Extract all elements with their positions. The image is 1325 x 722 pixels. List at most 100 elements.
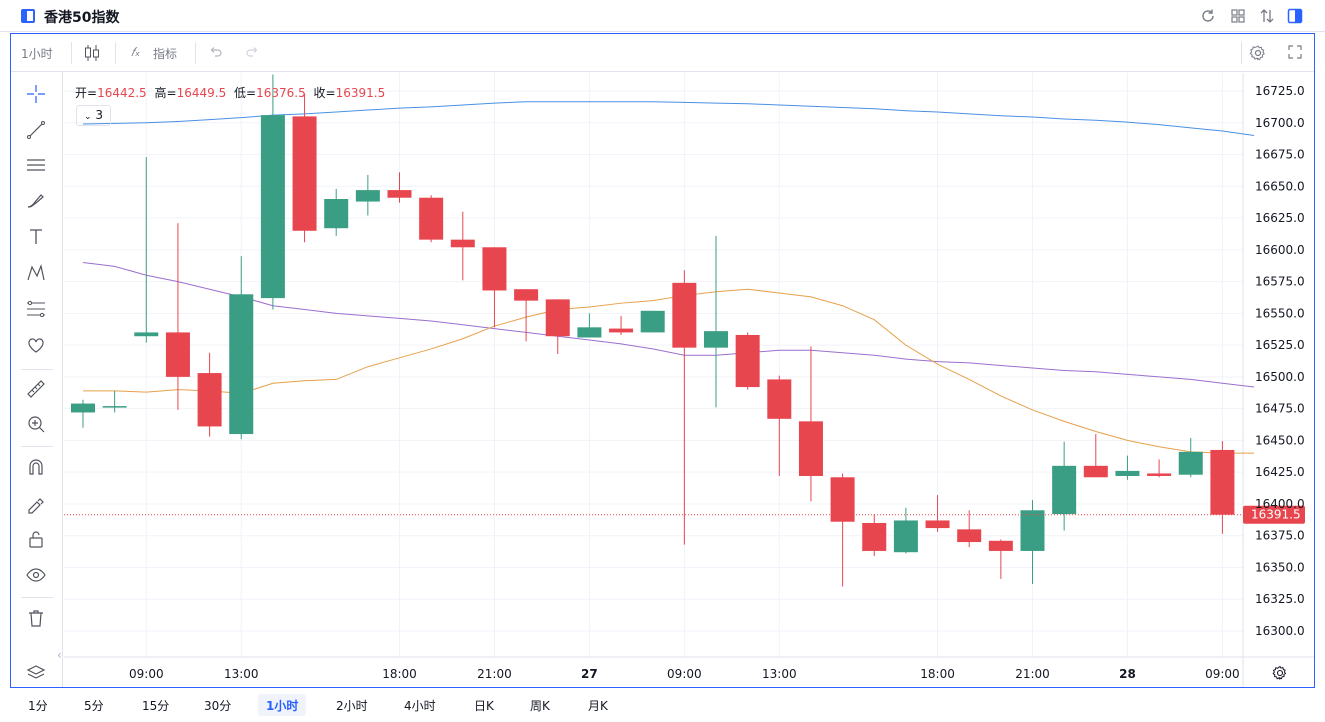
candle-body: [704, 331, 728, 348]
open-value: 16442.5: [97, 86, 147, 100]
timeframe-bar: 1分 5分 15分 30分 1小时 2小时 4小时 日K 周K 月K: [10, 690, 1315, 718]
toolbar-divider: [1241, 42, 1242, 64]
eye-visibility-icon[interactable]: [25, 564, 47, 586]
timeframe-1h[interactable]: 1小时: [258, 694, 307, 716]
x-tick-label: 28: [1119, 667, 1136, 681]
toolbar-divider: [71, 42, 72, 64]
time-axis-settings-icon[interactable]: [1272, 665, 1287, 680]
refresh-icon[interactable]: [1199, 7, 1217, 25]
candle-body: [1147, 473, 1172, 476]
timeframe-1m[interactable]: 1分: [28, 699, 48, 713]
undo-icon[interactable]: [209, 45, 223, 62]
timeframe-day[interactable]: 日K: [474, 699, 494, 713]
indicator-fx-icon[interactable]: 𝑓ₓ: [131, 45, 141, 59]
sidebar-toggle-icon[interactable]: [21, 9, 35, 23]
y-tick-label: 16625.0: [1255, 211, 1305, 225]
indicator-collapse-button[interactable]: ⌄ 3: [76, 105, 111, 126]
close-value: 16391.5: [335, 86, 386, 100]
y-tick-label: 16700.0: [1255, 116, 1305, 130]
y-tick-label: 16650.0: [1255, 179, 1305, 193]
sidebar-divider: [21, 597, 53, 598]
candle-body: [165, 332, 190, 377]
moving-average-line: [82, 101, 1255, 136]
high-label: 高=: [154, 86, 177, 100]
trash-icon[interactable]: [25, 607, 47, 629]
x-tick-label: 18:00: [382, 667, 417, 681]
moving-average-line: [82, 262, 1255, 388]
zoom-in-icon[interactable]: [25, 413, 47, 435]
timeframe-5m[interactable]: 5分: [84, 699, 104, 713]
settings-gear-icon[interactable]: [1249, 44, 1267, 65]
heart-favorite-icon[interactable]: [25, 334, 47, 356]
layout-grid-icon[interactable]: [1229, 7, 1247, 25]
fullscreen-icon[interactable]: [1287, 44, 1303, 63]
candle-body: [672, 282, 697, 348]
candle-body: [798, 421, 823, 476]
y-tick-label: 16350.0: [1255, 560, 1305, 574]
candlestick-type-icon[interactable]: [83, 42, 101, 67]
toolbar-divider: [195, 42, 196, 64]
interval-selector[interactable]: 1小时: [21, 47, 53, 61]
price-chart[interactable]: 16391.5 16725.0 16700.0 16675.0 16650.0 16625…: [11, 34, 1314, 687]
candle-body: [735, 334, 760, 388]
timeframe-30m[interactable]: 30分: [204, 699, 232, 713]
y-tick-label: 16575.0: [1255, 275, 1305, 289]
text-tool-icon[interactable]: [25, 226, 47, 248]
y-tick-label: 16450.0: [1255, 433, 1305, 447]
ruler-icon[interactable]: [25, 378, 47, 400]
candle-body: [957, 529, 982, 543]
crosshair-icon[interactable]: [25, 83, 47, 105]
candle-body: [609, 328, 634, 333]
candle-body: [450, 239, 475, 248]
candle-body: [324, 199, 349, 229]
candle-body: [1178, 451, 1203, 475]
magnet-icon[interactable]: [25, 456, 47, 478]
horizontal-lines-icon[interactable]: [25, 154, 47, 176]
ohlc-legend: 开=16442.5 高=16449.5 低=16376.5 收=16391.5: [75, 84, 389, 101]
candle-body: [1083, 465, 1108, 478]
x-tick-label: 21:00: [1015, 667, 1050, 681]
y-tick-label: 16425.0: [1255, 465, 1305, 479]
candle-body: [767, 379, 792, 419]
candle-body: [197, 373, 222, 427]
trend-line-icon[interactable]: [25, 119, 47, 141]
chevron-down-icon: ⌄: [84, 112, 92, 122]
candle-body: [419, 197, 444, 240]
x-tick-label: 21:00: [477, 667, 512, 681]
pattern-icon[interactable]: [25, 262, 47, 284]
y-tick-label: 16475.0: [1255, 402, 1305, 416]
redo-icon[interactable]: [245, 45, 259, 62]
timeframe-2h[interactable]: 2小时: [336, 699, 368, 713]
last-price-label: 16391.5: [1251, 508, 1301, 522]
timeframe-week[interactable]: 周K: [530, 699, 550, 713]
y-tick-label: 16600.0: [1255, 243, 1305, 257]
y-tick-label: 16375.0: [1255, 529, 1305, 543]
sort-arrows-icon[interactable]: [1258, 7, 1276, 25]
timeframe-month[interactable]: 月K: [588, 699, 608, 713]
candle-body: [260, 115, 285, 299]
candle-body: [71, 403, 95, 413]
timeframe-15m[interactable]: 15分: [142, 699, 170, 713]
collapse-sidebar-icon[interactable]: ‹: [57, 648, 62, 662]
y-tick-label: 16300.0: [1255, 624, 1305, 638]
candle-body: [355, 190, 380, 202]
brush-icon[interactable]: [25, 190, 47, 212]
candle-body: [988, 540, 1013, 551]
y-tick-label: 16725.0: [1255, 84, 1305, 98]
candle-body: [1052, 465, 1077, 515]
chart-container: 1小时 𝑓ₓ 指标: [10, 33, 1315, 688]
fib-retracement-icon[interactable]: [25, 298, 47, 320]
lock-drawing-icon[interactable]: [25, 492, 47, 514]
layers-icon[interactable]: [25, 663, 47, 685]
x-tick-label: 13:00: [762, 667, 797, 681]
indicator-count: 3: [95, 108, 104, 122]
indicators-button[interactable]: 指标: [153, 47, 178, 61]
window-titlebar: 香港50指数: [0, 0, 1325, 32]
candle-body: [545, 299, 570, 337]
candle-body: [482, 247, 507, 291]
panel-toggle-icon[interactable]: [1286, 7, 1304, 25]
unlock-icon[interactable]: [25, 528, 47, 550]
candle-body: [577, 327, 602, 338]
candle-body: [862, 523, 887, 551]
timeframe-4h[interactable]: 4小时: [404, 699, 436, 713]
